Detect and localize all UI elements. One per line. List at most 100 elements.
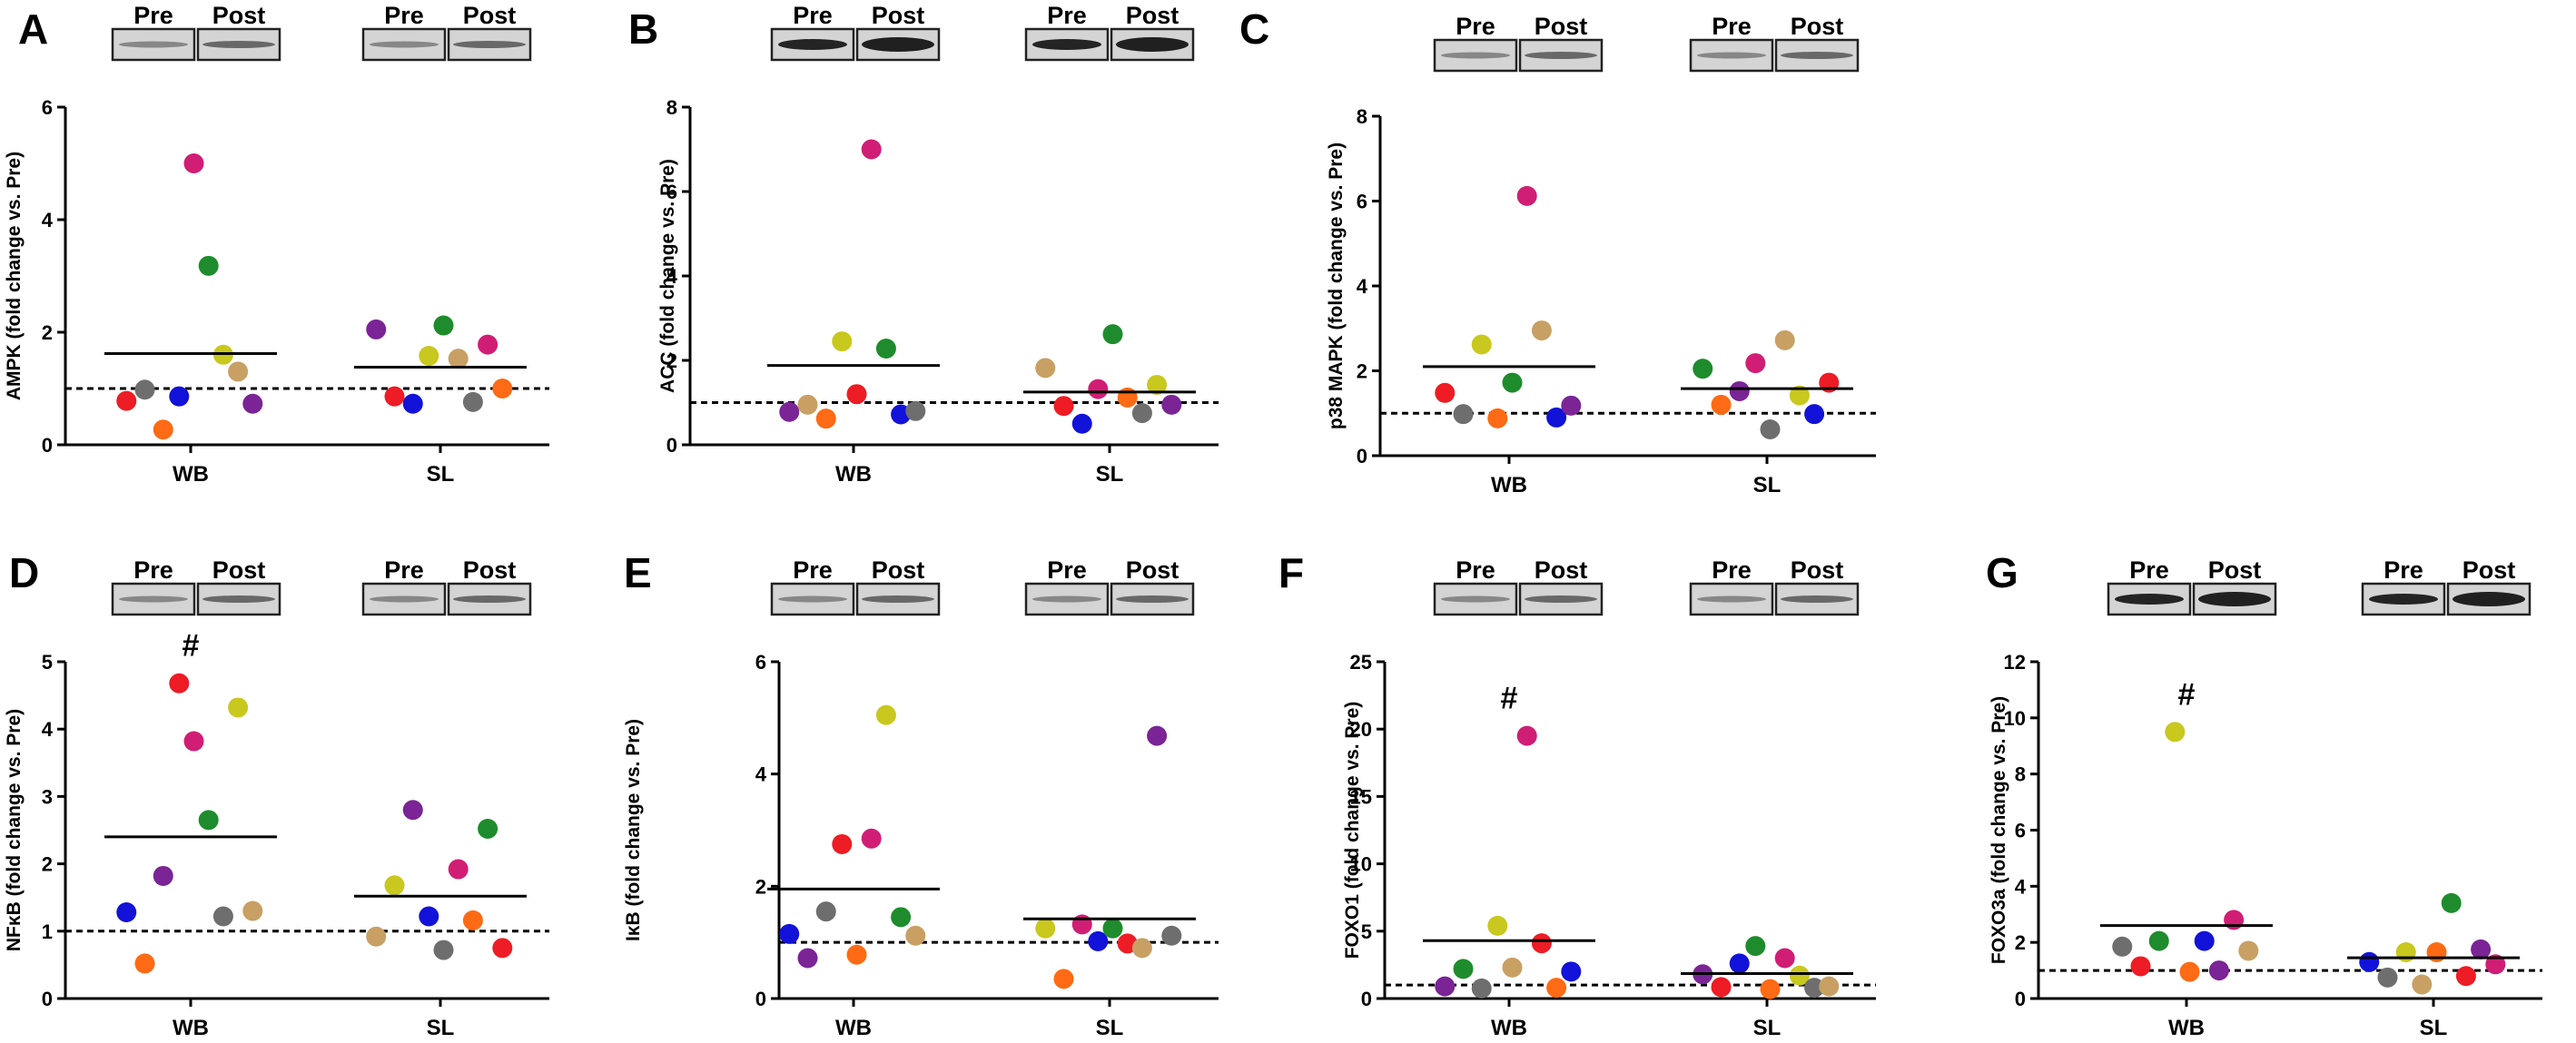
data-point bbox=[153, 865, 173, 886]
data-point bbox=[1745, 936, 1766, 957]
data-point bbox=[861, 139, 882, 160]
blot-band-post bbox=[1781, 595, 1853, 603]
data-point bbox=[2377, 967, 2398, 988]
y-tick-label: 0 bbox=[42, 434, 53, 457]
blot-label-pre: Pre bbox=[133, 556, 173, 584]
data-point bbox=[492, 379, 513, 399]
data-point bbox=[228, 697, 249, 718]
data-point bbox=[1131, 403, 1152, 424]
data-point bbox=[433, 315, 454, 336]
y-tick-label: 2 bbox=[42, 321, 53, 344]
data-point bbox=[1693, 359, 1713, 379]
blot-band-pre bbox=[1032, 39, 1101, 50]
data-point bbox=[2208, 960, 2229, 981]
data-point bbox=[1711, 977, 1732, 998]
data-point bbox=[1502, 957, 1523, 978]
data-point bbox=[875, 338, 896, 359]
data-point bbox=[846, 944, 867, 965]
data-point bbox=[116, 390, 137, 411]
data-point bbox=[2238, 940, 2259, 961]
data-point bbox=[1453, 959, 1474, 979]
significance-marker: # bbox=[183, 629, 200, 664]
blot-label-post: Post bbox=[2462, 556, 2516, 584]
data-point bbox=[462, 910, 483, 930]
blot-band-post bbox=[1116, 595, 1189, 603]
panel-letter: G bbox=[1986, 549, 2018, 596]
blot-label-pre: Pre bbox=[1712, 13, 1752, 40]
panel-C: C Pre Post Pre Post 0 2 4 6 8 p38 MAPK (fold chang… bbox=[1239, 5, 1876, 497]
y-tick-label: 6 bbox=[755, 651, 766, 674]
y-tick-label: 6 bbox=[1357, 191, 1367, 213]
blot-band-post bbox=[2453, 592, 2525, 606]
y-tick-label: 4 bbox=[1357, 275, 1368, 298]
data-point bbox=[2148, 930, 2169, 951]
y-tick-label: 2 bbox=[1357, 360, 1367, 383]
data-point bbox=[212, 906, 233, 927]
data-point bbox=[1147, 374, 1168, 395]
y-tick-label: 5 bbox=[42, 651, 53, 674]
data-point bbox=[402, 800, 423, 821]
blot-band-pre bbox=[2115, 594, 2184, 605]
blot-label-post: Post bbox=[1126, 2, 1179, 29]
x-tick-label: SL bbox=[427, 462, 455, 487]
y-axis-label: IκB (fold change vs. Pre) bbox=[623, 719, 644, 941]
blot-label-pre: Pre bbox=[1456, 13, 1495, 40]
blot-label-pre: Pre bbox=[2129, 556, 2169, 584]
y-tick-label: 3 bbox=[42, 785, 53, 808]
data-point bbox=[1516, 185, 1537, 206]
data-point bbox=[1435, 382, 1456, 403]
blot-label-pre: Pre bbox=[793, 556, 833, 584]
data-point bbox=[905, 400, 926, 421]
data-point bbox=[1531, 933, 1552, 954]
data-point bbox=[1561, 961, 1582, 982]
blot-label-post: Post bbox=[212, 2, 266, 29]
blot-band-post bbox=[202, 41, 275, 48]
blot-label-pre: Pre bbox=[1047, 556, 1087, 584]
data-point bbox=[1131, 938, 1152, 959]
panel-E: E Pre Post Pre Post 0 2 4 6 IκB (fold change vs. … bbox=[623, 549, 1219, 1040]
y-tick-label: 8 bbox=[2015, 763, 2026, 786]
data-point bbox=[2112, 936, 2133, 957]
blot-band-post bbox=[202, 595, 275, 603]
data-point bbox=[366, 319, 387, 339]
y-tick-label: 20 bbox=[1350, 718, 1372, 741]
blot-band-pre bbox=[778, 595, 847, 603]
data-point bbox=[419, 346, 439, 367]
data-point bbox=[1804, 404, 1825, 425]
data-point bbox=[1471, 978, 1492, 999]
data-point bbox=[815, 408, 836, 429]
blot-band-pre bbox=[778, 39, 847, 50]
y-axis-label: FOXO3a (fold change vs. Pre) bbox=[1989, 696, 2009, 964]
y-tick-label: 0 bbox=[2015, 988, 2026, 1010]
data-point bbox=[2224, 910, 2245, 930]
data-point bbox=[1088, 379, 1109, 399]
x-tick-label: WB bbox=[173, 1016, 209, 1040]
blot-band-pre bbox=[1441, 595, 1510, 603]
data-point bbox=[2412, 974, 2433, 995]
blot-band-post bbox=[1525, 595, 1597, 603]
blot-label-post: Post bbox=[872, 2, 925, 29]
panel-letter: C bbox=[1239, 5, 1269, 53]
x-tick-label: SL bbox=[1096, 1016, 1124, 1040]
blot-band-post bbox=[453, 595, 526, 603]
data-point bbox=[779, 923, 800, 944]
x-tick-label: WB bbox=[1491, 473, 1527, 497]
blot-label-post: Post bbox=[212, 556, 266, 584]
data-point bbox=[478, 819, 498, 840]
data-point bbox=[2455, 966, 2476, 987]
data-point bbox=[1502, 372, 1523, 393]
data-point bbox=[2359, 951, 2380, 972]
y-tick-label: 8 bbox=[666, 96, 677, 119]
blot-band-post bbox=[453, 41, 526, 48]
data-point bbox=[1774, 330, 1795, 350]
data-point bbox=[832, 331, 853, 352]
data-point bbox=[1071, 914, 1092, 935]
blot-label-post: Post bbox=[2208, 556, 2262, 584]
data-point bbox=[242, 393, 263, 414]
data-point bbox=[1053, 396, 1074, 417]
blot-label-post: Post bbox=[1535, 13, 1588, 40]
data-point bbox=[1071, 413, 1092, 434]
data-point bbox=[384, 875, 405, 896]
y-tick-label: 2 bbox=[755, 875, 766, 898]
